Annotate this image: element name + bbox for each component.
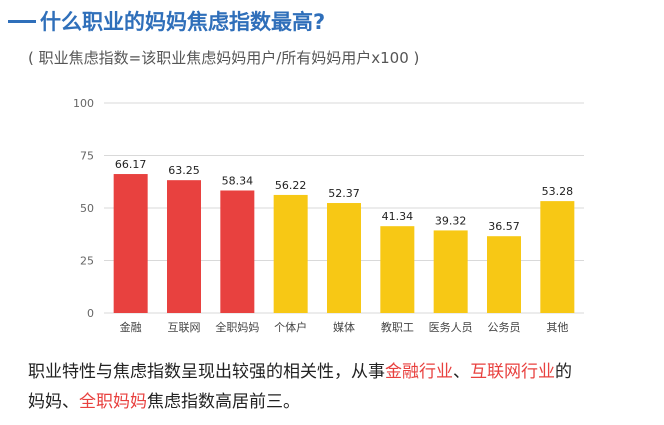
bar [273,194,308,313]
bar [327,203,361,313]
x-tick-label: 全职妈妈 [215,320,259,334]
y-tick-label: 75 [80,150,94,163]
x-tick-label: 金融 [120,320,142,334]
x-tick-label: 公务员 [488,321,521,334]
caption-text: 妈妈、 [28,392,79,412]
data-label: 63.25 [168,164,200,177]
bar [167,180,201,313]
bar [540,201,575,313]
page-title: 什么职业的妈妈焦虑指数最高? [40,10,326,34]
y-tick-label: 50 [80,202,94,215]
title-row: 什么职业的妈妈焦虑指数最高? [8,6,325,36]
bar [487,236,521,313]
x-tick-label: 个体户 [274,320,307,334]
caption-line-2: 妈妈、全职妈妈焦虑指数高居前三。 [28,387,648,417]
caption-line-1: 职业特性与焦虑指数呈现出较强的相关性，从事金融行业、互联网行业的 [28,357,648,387]
y-tick-label: 0 [87,307,94,320]
caption-highlight-internet: 互联网行业 [470,362,555,382]
x-tick-label: 媒体 [333,320,355,334]
bar-chart: 0 25 50 75 100 66.17 金融 63.25 互联网 58.34 全职妈妈 56.22 个… [73,97,584,334]
bar [380,226,415,313]
data-label: 53.28 [542,185,574,198]
data-label: 56.22 [275,179,307,192]
x-tick-label: 教职工 [381,321,414,334]
data-label: 58.34 [222,174,254,187]
bar [113,174,148,313]
data-label: 39.32 [435,214,467,227]
subtitle: ( 职业焦虑指数=该职业焦虑妈妈用户/所有妈妈用户x100 ) [28,49,420,67]
caption-text: 职业特性与焦虑指数呈现出较强的相关性，从事 [28,362,385,382]
caption-text: 、 [453,362,470,382]
data-label: 66.17 [115,158,147,171]
y-tick-label: 100 [73,97,94,110]
title-dash [8,19,36,23]
caption-text: 的 [555,362,572,382]
data-label: 36.57 [488,220,520,233]
x-tick-label: 其他 [546,321,568,334]
caption: 职业特性与焦虑指数呈现出较强的相关性，从事金融行业、互联网行业的 妈妈、全职妈妈… [28,357,648,417]
x-tick-label: 医务人员 [429,321,473,334]
x-tick-label: 互联网 [168,321,201,334]
bar [220,190,255,313]
y-tick-label: 25 [80,255,94,268]
caption-highlight-finance: 金融行业 [385,362,453,382]
caption-highlight-fulltime-mom: 全职妈妈 [79,392,147,412]
data-label: 41.34 [382,210,414,223]
data-label: 52.37 [328,187,360,200]
bar [433,230,468,313]
caption-text: 焦虑指数高居前三。 [147,392,300,412]
